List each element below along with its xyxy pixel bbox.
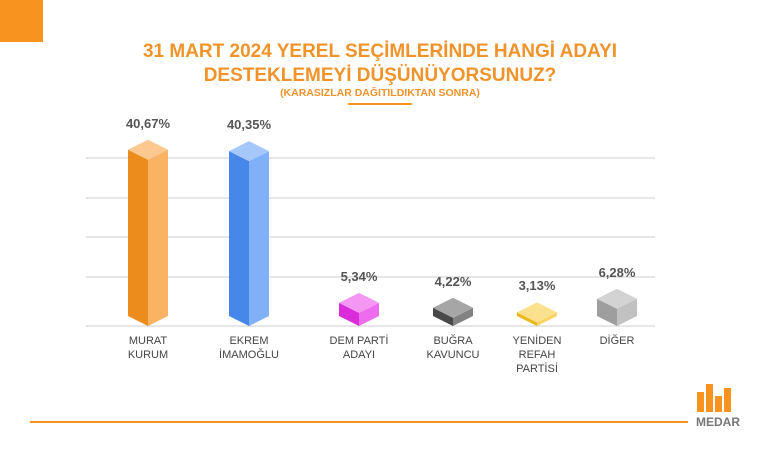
logo [697, 384, 731, 412]
bar-top [339, 292, 379, 313]
bar [339, 302, 379, 326]
bar [433, 307, 473, 326]
logo-bar [724, 388, 731, 412]
logo-bar [715, 396, 722, 412]
value-label: 40,67% [125, 115, 171, 131]
x-tick-label: BUĞRA KAVUNCU [426, 335, 480, 361]
x-tick-label: EKREM İMAMOĞLU [219, 335, 279, 361]
bar-top [517, 302, 557, 323]
bar [229, 151, 269, 326]
x-tick-label: MURAT KURUM [127, 335, 169, 361]
value-label: 4,22% [434, 273, 472, 289]
bar-top [229, 141, 269, 162]
value-label: 5,34% [340, 268, 378, 284]
bar-top [433, 297, 473, 318]
bar [597, 298, 637, 326]
bar-top [597, 288, 637, 309]
grid [86, 157, 655, 327]
x-tick-label: YENİDEN REFAH PARTİSİ [512, 335, 562, 375]
value-label: 6,28% [598, 264, 636, 280]
value-label: 40,35% [226, 117, 272, 133]
bar-top [128, 139, 168, 160]
logo-bar [706, 384, 713, 412]
logo-bar [697, 392, 704, 412]
x-tick-label: DEM PARTİ ADAYI [329, 335, 389, 361]
corner-accent [0, 0, 43, 42]
value-label: 3,13% [518, 278, 556, 294]
chart-title: 31 MART 2024 YEREL SEÇİMLERİNDE HANGİ AD… [142, 41, 618, 86]
x-tick-label: DİĞER [599, 335, 635, 347]
bar [128, 149, 168, 326]
chart-subtitle: (KARASIZLAR DAĞITILDIKTAN SONRA) [280, 87, 480, 99]
brand: MEDAR [696, 415, 740, 429]
bar [517, 312, 557, 326]
